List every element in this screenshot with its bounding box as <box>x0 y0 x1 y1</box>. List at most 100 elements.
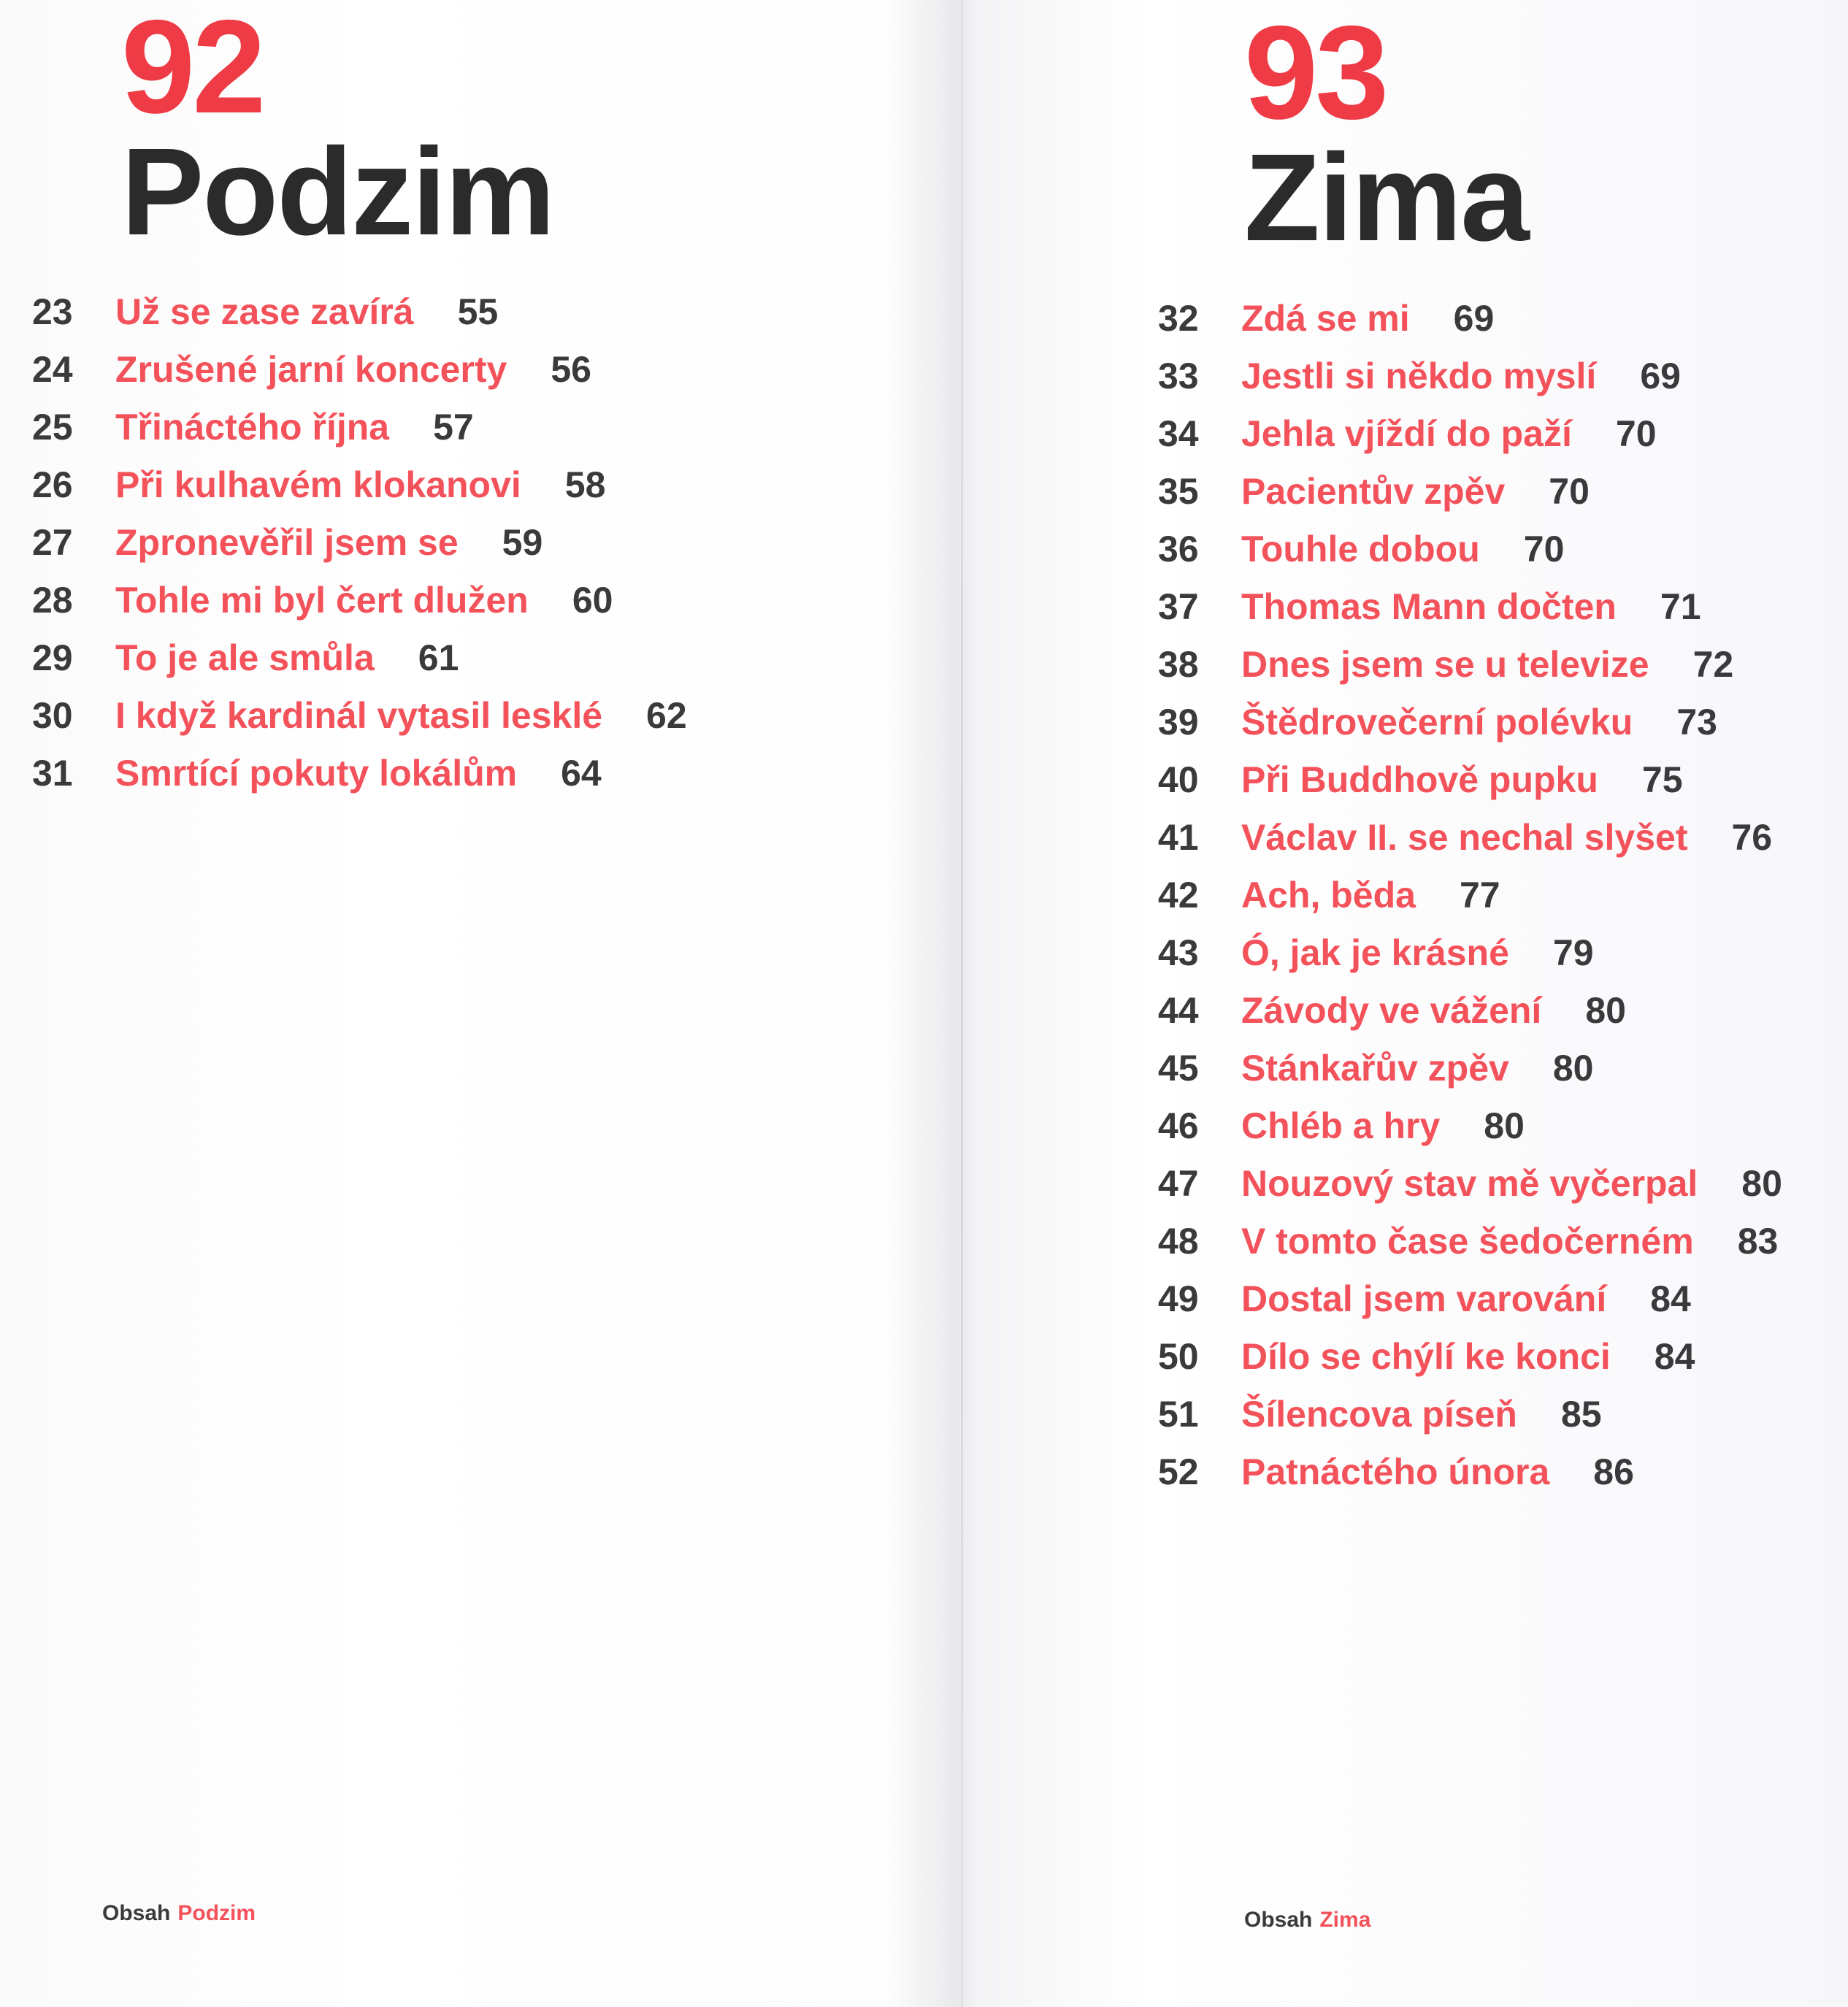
entry-title: Už se zase zavírá <box>115 291 414 332</box>
entry-page: 64 <box>561 753 602 794</box>
entry-number: 42 <box>1158 875 1199 916</box>
entry-number: 51 <box>1158 1394 1199 1435</box>
entry-title: Patnáctého února <box>1241 1451 1550 1492</box>
toc-entry: 24 Zrušené jarní koncerty 56 <box>32 351 591 388</box>
entry-title: Dílo se chýlí ke konci <box>1241 1336 1611 1377</box>
entry-page: 72 <box>1692 644 1734 685</box>
toc-entry: 37 Thomas Mann dočten 71 <box>1158 588 1701 625</box>
entry-title: Třináctého října <box>115 407 390 448</box>
entry-number: 46 <box>1158 1105 1199 1146</box>
toc-entry: 45 Stánkařův zpěv 80 <box>1158 1050 1593 1086</box>
page-footer: Obsah Zima <box>1244 1908 1370 1933</box>
toc-entry: 48 V tomto čase šedočerném 83 <box>1158 1223 1778 1259</box>
entry-page: 70 <box>1615 413 1657 454</box>
entry-title: Ach, běda <box>1241 875 1416 916</box>
toc-entry: 38 Dnes jsem se u televize 72 <box>1158 646 1733 683</box>
toc-entry: 27 Zpronevěřil jsem se 59 <box>32 524 542 561</box>
toc-entry: 36 Touhle dobou 70 <box>1158 531 1564 567</box>
entry-page: 76 <box>1731 817 1773 858</box>
entry-number: 32 <box>1158 298 1199 339</box>
entry-title: Dostal jsem varování <box>1241 1278 1607 1319</box>
toc-entry: 31 Smrtící pokuty lokálům 64 <box>32 755 602 791</box>
entry-page: 83 <box>1737 1221 1779 1262</box>
entry-page: 85 <box>1560 1394 1602 1435</box>
entry-title: Nouzový stav mě vyčerpal <box>1241 1163 1698 1204</box>
section-number: 92 <box>121 0 266 141</box>
entry-page: 70 <box>1549 471 1590 512</box>
entry-number: 27 <box>32 522 73 563</box>
entry-number: 44 <box>1158 990 1199 1031</box>
section-title: Zima <box>1244 128 1530 267</box>
entry-page: 55 <box>457 291 499 332</box>
toc-entry: 26 Při kulhavém klokanovi 58 <box>32 467 605 503</box>
entry-title: Jestli si někdo myslí <box>1241 356 1597 396</box>
entry-title: Thomas Mann dočten <box>1241 586 1617 627</box>
entry-number: 43 <box>1158 932 1199 973</box>
entry-title: Dnes jsem se u televize <box>1241 644 1649 685</box>
entry-title: Zdá se mi <box>1241 298 1410 339</box>
entry-page: 75 <box>1641 759 1683 800</box>
entry-title: Chléb a hry <box>1241 1105 1441 1146</box>
entry-title: Při Buddhově pupku <box>1241 759 1598 800</box>
entry-number: 50 <box>1158 1336 1199 1377</box>
entry-number: 47 <box>1158 1163 1199 1204</box>
entry-page: 73 <box>1676 702 1717 742</box>
entry-number: 37 <box>1158 586 1199 627</box>
entry-number: 38 <box>1158 644 1199 685</box>
toc-entry: 44 Závody ve vážení 80 <box>1158 992 1626 1029</box>
entry-page: 61 <box>418 637 459 678</box>
toc-entry: 49 Dostal jsem varování 84 <box>1158 1281 1691 1317</box>
toc-entry: 50 Dílo se chýlí ke konci 84 <box>1158 1338 1695 1375</box>
entry-number: 36 <box>1158 529 1199 569</box>
section-number: 93 <box>1244 0 1389 147</box>
toc-entry: 52 Patnáctého února 86 <box>1158 1454 1634 1490</box>
footer-label: Obsah <box>102 1901 171 1925</box>
entry-page: 84 <box>1654 1336 1695 1377</box>
page-footer: Obsah Podzim <box>102 1901 256 1926</box>
entry-page: 69 <box>1453 298 1495 339</box>
toc-entry: 40 Při Buddhově pupku 75 <box>1158 761 1683 798</box>
entry-title: Touhle dobou <box>1241 529 1480 569</box>
entry-title: To je ale smůla <box>115 637 375 678</box>
entry-number: 33 <box>1158 356 1199 396</box>
entry-title: Stánkařův zpěv <box>1241 1048 1509 1089</box>
entry-page: 69 <box>1640 356 1681 396</box>
toc-entry: 30 I když kardinál vytasil lesklé 62 <box>32 697 687 734</box>
entry-number: 41 <box>1158 817 1199 858</box>
footer-section: Zima <box>1319 1908 1371 1932</box>
entry-number: 34 <box>1158 413 1199 454</box>
entry-number: 45 <box>1158 1048 1199 1089</box>
toc-entry: 47 Nouzový stav mě vyčerpal 80 <box>1158 1165 1782 1202</box>
entry-title: Šílencova píseň <box>1241 1394 1517 1435</box>
footer-section: Podzim <box>177 1901 256 1925</box>
entry-number: 23 <box>32 291 73 332</box>
entry-number: 24 <box>32 349 73 390</box>
entry-page: 80 <box>1484 1105 1525 1146</box>
entry-number: 49 <box>1158 1278 1199 1319</box>
toc-entry: 46 Chléb a hry 80 <box>1158 1108 1525 1144</box>
entry-title: Pacientův zpěv <box>1241 471 1506 512</box>
entry-number: 25 <box>32 407 73 448</box>
entry-number: 31 <box>32 753 73 794</box>
toc-entry: 35 Pacientův zpěv 70 <box>1158 473 1590 510</box>
entry-number: 28 <box>32 580 73 621</box>
entry-page: 80 <box>1552 1048 1594 1089</box>
entry-page: 79 <box>1552 932 1594 973</box>
entry-title: Závody ve vážení <box>1241 990 1542 1031</box>
entry-title: Ó, jak je krásné <box>1241 932 1509 973</box>
entry-title: Zrušené jarní koncerty <box>115 349 507 390</box>
entry-title: Zpronevěřil jsem se <box>115 522 459 563</box>
entry-number: 52 <box>1158 1451 1199 1492</box>
toc-entry: 41 Václav II. se nechal slyšet 76 <box>1158 819 1772 856</box>
entry-page: 84 <box>1650 1278 1691 1319</box>
entry-page: 57 <box>433 407 474 448</box>
entry-number: 40 <box>1158 759 1199 800</box>
entry-number: 29 <box>32 637 73 678</box>
entry-page: 71 <box>1660 586 1701 627</box>
toc-entry: 25 Třináctého října 57 <box>32 409 474 445</box>
entry-page: 60 <box>572 580 613 621</box>
entry-page: 58 <box>564 464 606 505</box>
footer-label: Obsah <box>1244 1908 1313 1932</box>
entry-page: 56 <box>551 349 591 390</box>
